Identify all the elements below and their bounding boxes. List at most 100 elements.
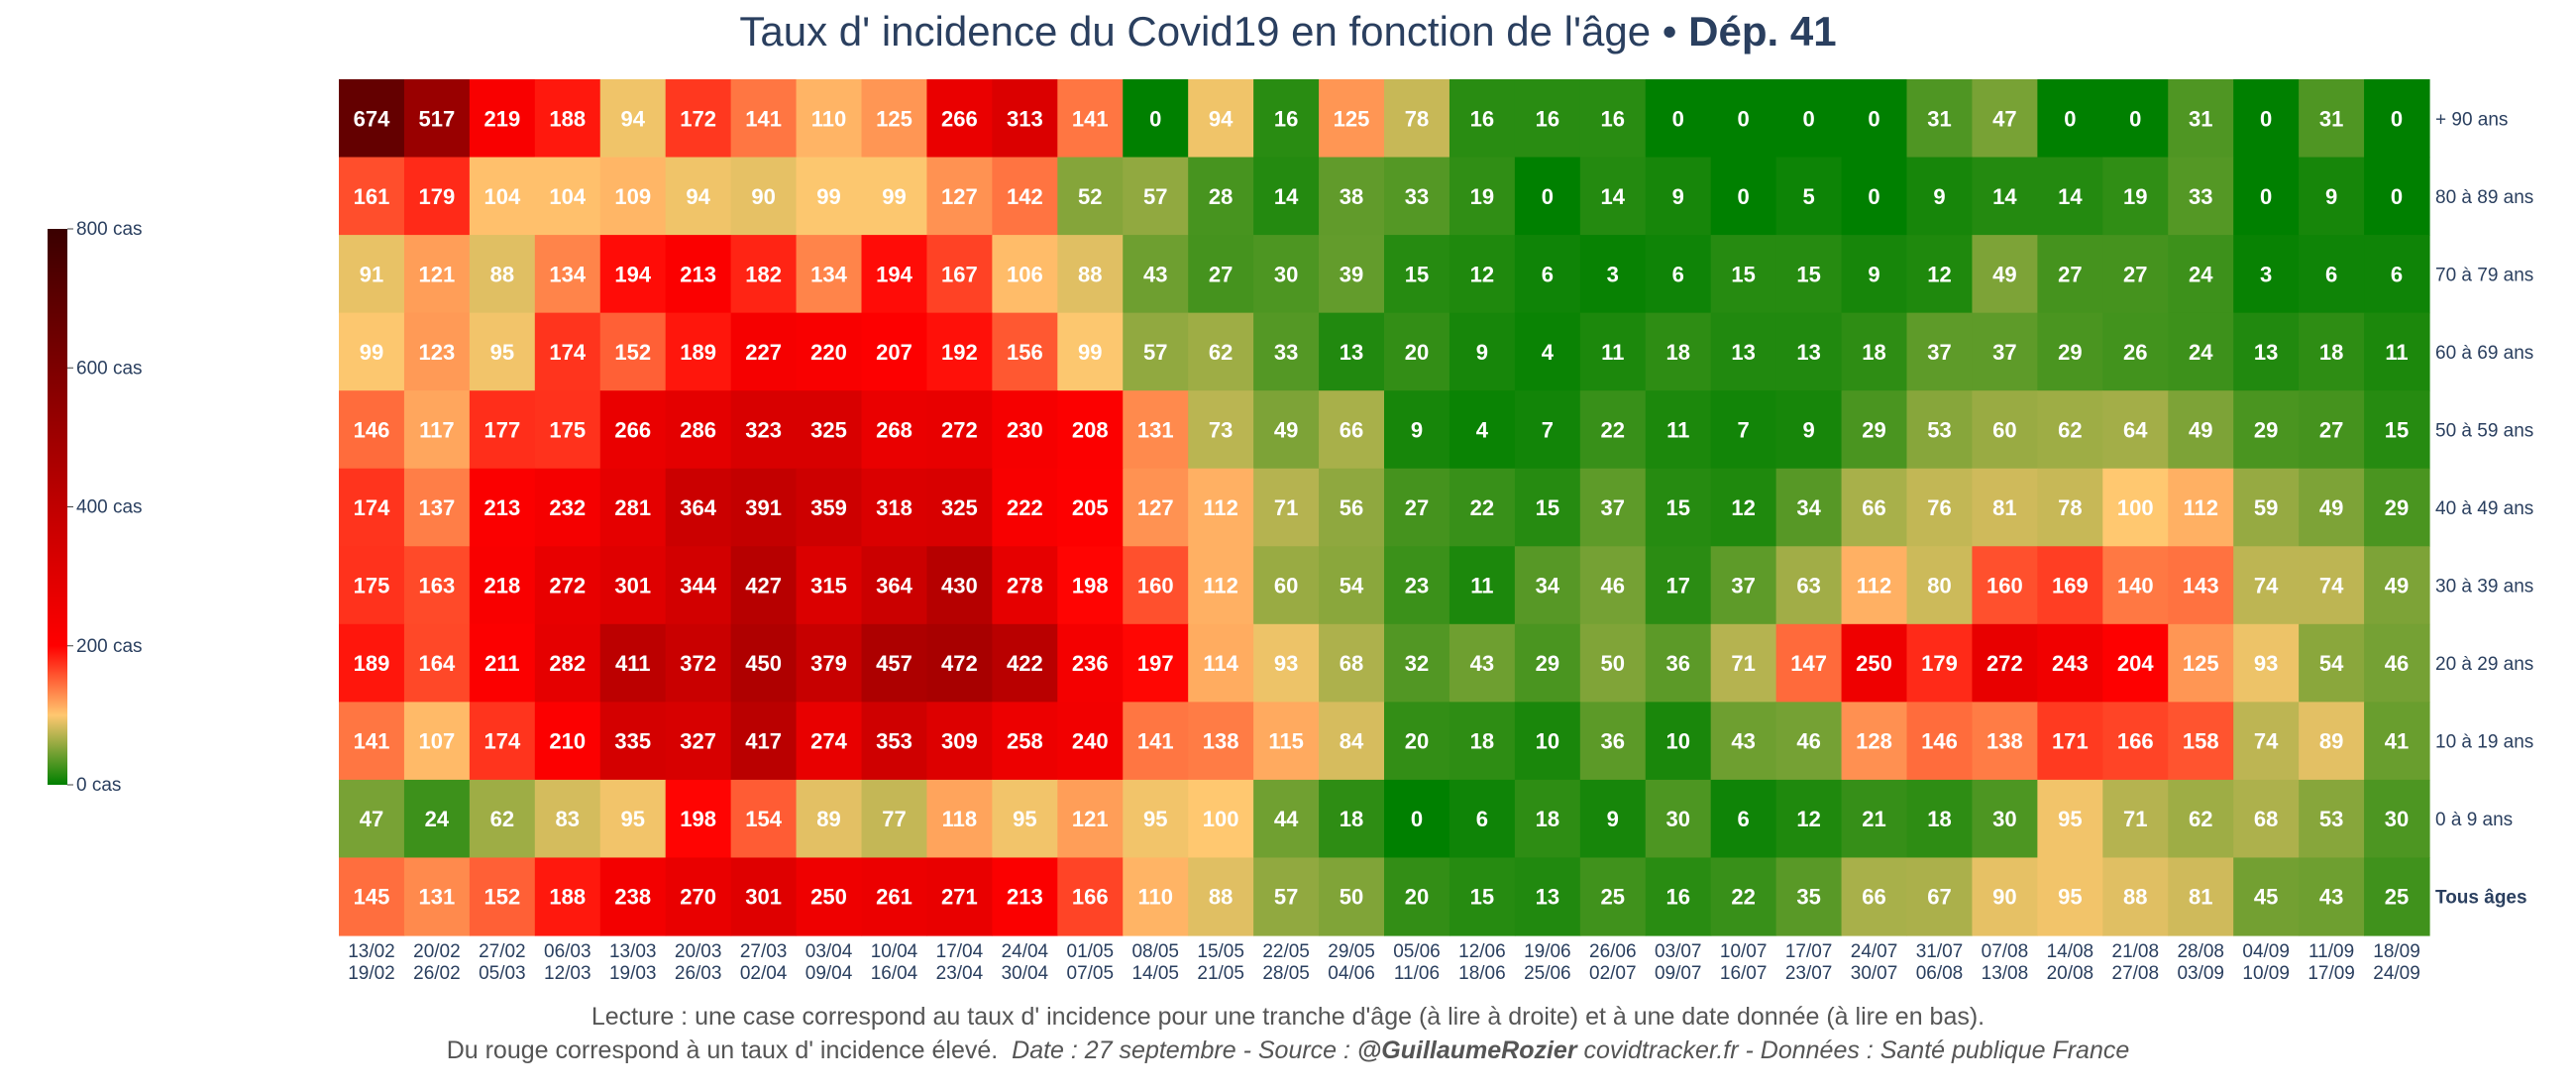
x-tick-label-end: 09/04 bbox=[805, 963, 853, 984]
cell-value-label: 152 bbox=[483, 885, 520, 910]
heatmap-cell bbox=[403, 157, 471, 236]
heatmap-cell bbox=[1057, 157, 1124, 236]
heatmap-cell bbox=[2364, 779, 2430, 859]
heatmap-cell bbox=[469, 779, 536, 859]
heatmap-cell bbox=[665, 779, 732, 859]
cell-value-label: 7 bbox=[1542, 417, 1554, 442]
heatmap-cell bbox=[926, 779, 993, 859]
cell-value-label: 90 bbox=[1992, 885, 2016, 910]
x-tick-label-start: 03/04 bbox=[805, 941, 853, 962]
heatmap-cell bbox=[730, 546, 798, 625]
cell-value-label: 0 bbox=[1738, 106, 1750, 131]
heatmap-cell bbox=[861, 702, 928, 781]
cell-value-label: 99 bbox=[816, 184, 840, 209]
y-tick-label: 70 à 79 ans bbox=[2435, 265, 2533, 285]
heatmap-cell bbox=[1645, 857, 1712, 936]
cell-value-label: 23 bbox=[1405, 574, 1429, 599]
cell-value-label: 142 bbox=[1007, 184, 1043, 209]
y-tick-label: 20 à 29 ans bbox=[2435, 654, 2533, 675]
cell-value-label: 270 bbox=[680, 885, 716, 910]
cell-value-label: 62 bbox=[2189, 807, 2212, 831]
heatmap-cell bbox=[1579, 857, 1647, 936]
cell-value-label: 272 bbox=[549, 574, 586, 599]
x-tick-label-end: 18/06 bbox=[1458, 963, 1506, 984]
cell-value-label: 163 bbox=[419, 574, 456, 599]
cell-value-label: 32 bbox=[1405, 651, 1429, 676]
x-tick-label-end: 20/08 bbox=[2047, 963, 2094, 984]
cell-value-label: 3 bbox=[2260, 262, 2272, 286]
cell-value-label: 78 bbox=[2058, 495, 2082, 520]
x-tick-label-start: 13/02 bbox=[348, 941, 395, 962]
heatmap-cell bbox=[1906, 235, 1974, 314]
heatmap-cell bbox=[1384, 623, 1450, 703]
heatmap-cell bbox=[1906, 79, 1974, 159]
cell-value-label: 14 bbox=[2058, 184, 2083, 209]
cell-value-label: 125 bbox=[1334, 106, 1370, 131]
cell-value-label: 66 bbox=[1340, 417, 1363, 442]
cell-value-label: 266 bbox=[941, 106, 978, 131]
x-tick-label-end: 16/07 bbox=[1720, 963, 1768, 984]
cell-value-label: 9 bbox=[2325, 184, 2337, 209]
cell-value-label: 22 bbox=[1731, 885, 1755, 910]
cell-value-label: 6 bbox=[1672, 262, 1684, 286]
cell-value-label: 138 bbox=[1986, 729, 2023, 754]
cell-value-label: 19 bbox=[1470, 184, 1494, 209]
heatmap-cell bbox=[1645, 468, 1712, 547]
heatmap-cell bbox=[2102, 546, 2169, 625]
heatmap-cell bbox=[1775, 235, 1843, 314]
cell-value-label: 121 bbox=[1072, 807, 1109, 831]
x-tick-label-end: 21/05 bbox=[1197, 963, 1244, 984]
heatmap-cell bbox=[2299, 79, 2365, 159]
heatmap-cell bbox=[2102, 702, 2169, 781]
heatmap-cell bbox=[1710, 468, 1777, 547]
heatmap-cell bbox=[2233, 702, 2300, 781]
cell-value-label: 325 bbox=[941, 495, 978, 520]
heatmap-cell bbox=[1057, 390, 1124, 470]
cell-value-label: 325 bbox=[810, 417, 847, 442]
heatmap-cell bbox=[1384, 468, 1450, 547]
cell-value-label: 207 bbox=[876, 340, 912, 365]
heatmap-cell bbox=[861, 623, 928, 703]
heatmap-cell bbox=[1972, 857, 2038, 936]
x-tick-label-start: 14/08 bbox=[2047, 941, 2094, 962]
cell-value-label: 16 bbox=[1601, 106, 1625, 131]
cell-value-label: 12 bbox=[1796, 807, 1820, 831]
heatmap-cell bbox=[1841, 235, 1908, 314]
cell-value-label: 3 bbox=[1607, 262, 1619, 286]
cell-value-label: 95 bbox=[490, 340, 514, 365]
heatmap-cell bbox=[730, 157, 798, 236]
y-tick-label: 30 à 39 ans bbox=[2435, 577, 2533, 598]
cell-value-label: 37 bbox=[1601, 495, 1625, 520]
heatmap-cell bbox=[1972, 79, 2038, 159]
heatmap-cell bbox=[1057, 857, 1124, 936]
heatmap-cell bbox=[2233, 390, 2300, 470]
heatmap-cell bbox=[796, 623, 863, 703]
cell-value-label: 274 bbox=[810, 729, 847, 754]
cell-value-label: 57 bbox=[1274, 885, 1298, 910]
cell-value-label: 15 bbox=[1665, 495, 1689, 520]
heatmap-cell bbox=[1319, 157, 1385, 236]
cell-value-label: 95 bbox=[620, 807, 644, 831]
x-tick-label-end: 06/08 bbox=[1916, 963, 1964, 984]
cell-value-label: 174 bbox=[354, 495, 390, 520]
heatmap-cell bbox=[861, 235, 928, 314]
cell-value-label: 171 bbox=[2052, 729, 2089, 754]
heatmap-cell bbox=[2168, 623, 2234, 703]
y-tick-label: 40 à 49 ans bbox=[2435, 498, 2533, 519]
cell-value-label: 9 bbox=[1802, 417, 1814, 442]
heatmap-cell bbox=[926, 312, 993, 391]
cell-value-label: 25 bbox=[1601, 885, 1625, 910]
heatmap-cell bbox=[1775, 468, 1843, 547]
cell-value-label: 146 bbox=[1921, 729, 1958, 754]
x-tick-label-end: 09/07 bbox=[1655, 963, 1702, 984]
heatmap-cell bbox=[1514, 857, 1581, 936]
heatmap-cell bbox=[1514, 157, 1581, 236]
heatmap-cell bbox=[599, 79, 667, 159]
heatmap-cell bbox=[2102, 857, 2169, 936]
heatmap-cell bbox=[2037, 235, 2103, 314]
cell-value-label: 9 bbox=[1868, 262, 1879, 286]
heatmap-cell bbox=[2233, 79, 2300, 159]
cell-value-label: 49 bbox=[1274, 417, 1298, 442]
cell-value-label: 427 bbox=[745, 574, 782, 599]
cell-value-label: 117 bbox=[419, 417, 455, 442]
